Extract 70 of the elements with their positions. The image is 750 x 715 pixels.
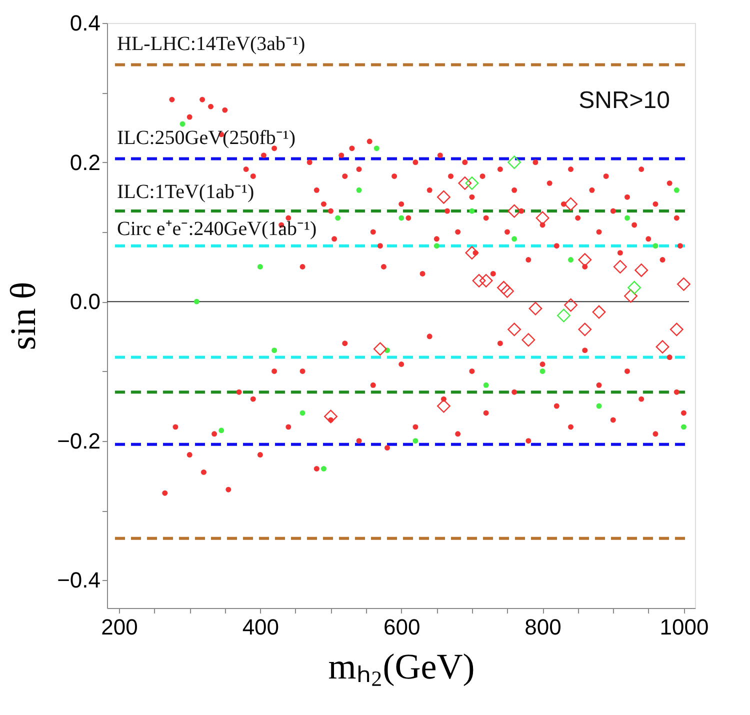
x-tick-label: 200 (101, 614, 138, 640)
point (596, 403, 602, 409)
point (628, 280, 642, 294)
point (508, 156, 522, 170)
point (320, 466, 326, 472)
annotation: SNR>10 (578, 87, 670, 114)
point (324, 410, 338, 424)
point (624, 289, 638, 303)
point (528, 302, 542, 316)
point (373, 342, 387, 356)
point (458, 176, 472, 190)
x-tick-label: 1000 (660, 614, 709, 640)
point (674, 187, 680, 193)
point (180, 121, 186, 127)
x-tick-label: 600 (383, 614, 420, 640)
point (568, 257, 574, 263)
annotation: HL-LHC:14TeV(3ab⁻¹) (117, 33, 306, 55)
x-tick-label: 400 (242, 614, 280, 640)
y-tick-label: −0.2 (57, 428, 100, 454)
y-tick-label: −0.4 (57, 568, 100, 593)
point (670, 322, 684, 336)
point (469, 208, 475, 214)
point (374, 146, 380, 152)
point (272, 348, 278, 354)
x-axis-title: mₕ₂(GeV) (328, 646, 475, 686)
point (656, 340, 670, 354)
point (522, 333, 536, 347)
point (578, 322, 592, 336)
point (536, 211, 550, 225)
point (500, 284, 514, 298)
point (634, 264, 648, 277)
point (194, 298, 200, 304)
point (356, 187, 362, 193)
annotation: ILC:250GeV(250fb⁻¹) (117, 127, 296, 149)
point (257, 264, 263, 270)
point (436, 399, 450, 413)
point (436, 190, 450, 204)
x-tick-label: 800 (524, 614, 562, 640)
point (479, 274, 493, 288)
point (335, 215, 341, 221)
point (300, 410, 306, 416)
point (412, 438, 418, 444)
point (564, 197, 578, 211)
point (512, 236, 518, 242)
point (472, 274, 486, 288)
y-tick-label: 0.4 (70, 10, 100, 36)
y-tick-label: 0.0 (70, 289, 100, 314)
point (652, 243, 658, 249)
point (578, 253, 592, 267)
point (680, 424, 686, 430)
point (508, 204, 522, 218)
point (218, 428, 224, 434)
point (465, 246, 479, 260)
point (465, 176, 479, 190)
point (676, 277, 690, 291)
point (434, 243, 440, 249)
point (613, 260, 627, 274)
point (398, 215, 404, 221)
y-axis-title: sin θ (3, 282, 44, 350)
point (496, 280, 510, 294)
point (540, 368, 546, 374)
annotation: Circ e⁺e⁻:240GeV(1ab⁻¹) (117, 218, 317, 240)
point (564, 298, 578, 312)
point (483, 382, 489, 388)
point (592, 305, 606, 319)
point (624, 215, 630, 221)
point (556, 308, 570, 322)
annotation: ILC:1TeV(1ab⁻¹) (117, 181, 254, 203)
y-tick-label: 0.2 (70, 150, 100, 175)
point (508, 322, 522, 336)
